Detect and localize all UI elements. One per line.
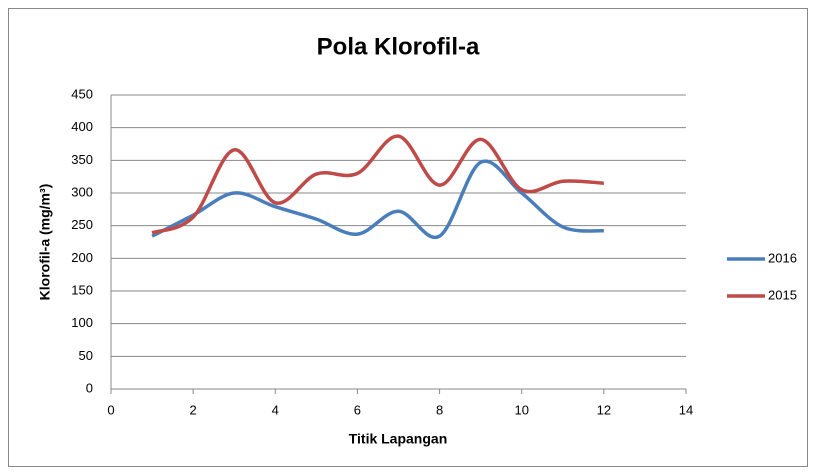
y-tick-label: 200 <box>71 250 93 265</box>
y-tick-label: 100 <box>71 315 93 330</box>
y-tick-label: 400 <box>71 119 93 134</box>
x-tick-label: 10 <box>514 402 528 417</box>
x-tick-label: 12 <box>597 402 611 417</box>
x-tick-label: 6 <box>354 402 361 417</box>
y-tick-label: 300 <box>71 184 93 199</box>
x-tick-label: 14 <box>679 402 693 417</box>
y-tick-label: 250 <box>71 217 93 232</box>
legend-label: 2016 <box>768 250 797 265</box>
y-tick-label: 150 <box>71 282 93 297</box>
x-tick-label: 2 <box>190 402 197 417</box>
y-axis-label: Klorofil-a (mg/m³) <box>37 184 53 301</box>
x-axis-label: Titik Lapangan <box>349 431 448 447</box>
x-tick-label: 8 <box>436 402 443 417</box>
y-tick-label: 0 <box>86 380 93 395</box>
line-series <box>151 134 604 235</box>
y-tick-label: 350 <box>71 152 93 167</box>
x-tick-label: 4 <box>272 402 279 417</box>
line-series <box>151 159 605 240</box>
chart-title: Pola Klorofil-a <box>317 33 480 60</box>
chart-frame <box>8 8 808 467</box>
y-tick-label: 50 <box>79 348 93 363</box>
y-tick-label: 450 <box>71 86 93 101</box>
legend-label: 2015 <box>768 287 797 302</box>
x-tick-label: 0 <box>107 402 114 417</box>
